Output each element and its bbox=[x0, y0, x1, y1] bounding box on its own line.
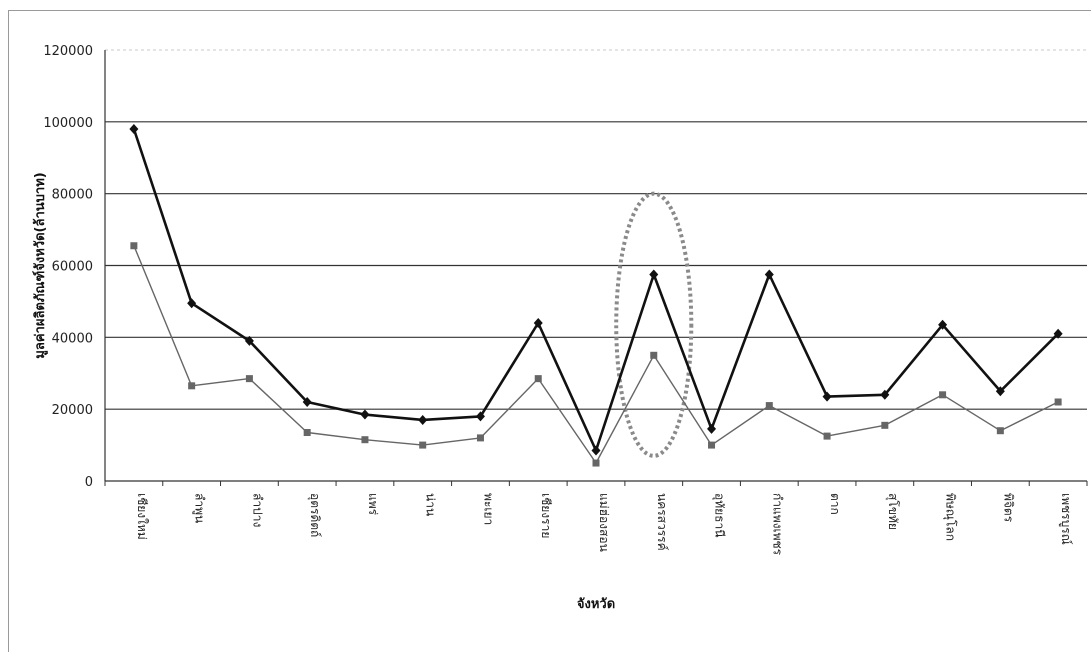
data-point bbox=[881, 421, 889, 429]
series-layer bbox=[129, 124, 1063, 467]
data-point bbox=[303, 429, 311, 437]
x-tick-label: สุโขทัย bbox=[885, 493, 900, 530]
x-tick-label: แพร่ bbox=[366, 493, 380, 516]
x-tick-label: พิษณุโลก bbox=[943, 493, 958, 541]
data-point bbox=[130, 242, 138, 250]
x-tick-label: ตาก bbox=[828, 493, 842, 515]
data-point bbox=[880, 389, 890, 400]
data-point bbox=[707, 423, 717, 434]
data-point bbox=[361, 436, 369, 444]
x-tick-label: กำแพงเพชร bbox=[770, 493, 784, 556]
gridlines bbox=[104, 49, 1088, 486]
highlight-ellipse bbox=[614, 191, 694, 458]
data-point bbox=[360, 409, 370, 420]
x-tick-label: แม่ฮ่องสอน bbox=[597, 493, 611, 552]
y-tick-label: 0 bbox=[85, 475, 93, 490]
y-tick-labels: 0 20000 40000 60000 80000 100000 120000 bbox=[43, 44, 93, 490]
y-tick-label: 20000 bbox=[52, 403, 93, 418]
data-point bbox=[939, 391, 947, 399]
x-tick-label: นครสวรรค์ bbox=[655, 493, 669, 551]
x-tick-label: น่าน bbox=[424, 493, 438, 516]
data-point bbox=[475, 411, 485, 422]
data-point bbox=[649, 269, 659, 280]
data-point bbox=[995, 386, 1005, 397]
x-tick-label: ลำพูน bbox=[192, 493, 207, 523]
x-tick-label: พิจิตร bbox=[1001, 493, 1015, 523]
y-tick-label: 100000 bbox=[43, 116, 93, 131]
x-axis-title: จังหวัด bbox=[577, 597, 615, 612]
series-2 bbox=[130, 242, 1062, 467]
y-tick-label: 120000 bbox=[43, 44, 93, 59]
data-point bbox=[650, 351, 658, 359]
data-point bbox=[476, 434, 484, 442]
data-point bbox=[244, 335, 254, 346]
x-tick-label: พะเยา bbox=[481, 493, 495, 525]
x-tick-label: อุตรดิตถ์ bbox=[307, 493, 322, 537]
y-tick-label: 60000 bbox=[52, 260, 93, 275]
data-point bbox=[302, 396, 312, 407]
y-axis-title: มูลค่าผลิตภัณฑ์จังหวัด(ล้านบาท) bbox=[32, 172, 48, 358]
y-tick-label: 40000 bbox=[52, 331, 93, 346]
data-point bbox=[419, 441, 427, 449]
series-line bbox=[132, 128, 1060, 452]
data-point bbox=[188, 382, 196, 390]
data-point bbox=[708, 441, 716, 449]
data-point bbox=[822, 391, 832, 402]
series-1 bbox=[129, 124, 1063, 456]
x-tick-label: เพชรบูรณ์ bbox=[1058, 493, 1073, 545]
data-point bbox=[1054, 398, 1062, 406]
data-point bbox=[591, 445, 601, 456]
data-point bbox=[129, 124, 139, 135]
x-tick-label: เชียงราย bbox=[539, 493, 553, 538]
y-tick-label: 80000 bbox=[52, 188, 93, 203]
data-point bbox=[245, 375, 253, 383]
data-point bbox=[764, 269, 774, 280]
data-point bbox=[1053, 328, 1063, 339]
data-point bbox=[418, 414, 428, 425]
x-tick-label: ลำปาง bbox=[250, 493, 264, 527]
x-tick-label: เชียงใหม่ bbox=[135, 493, 149, 540]
data-point bbox=[938, 319, 948, 330]
data-point bbox=[533, 317, 543, 328]
data-point bbox=[996, 427, 1004, 435]
data-point bbox=[592, 459, 600, 467]
annotation-layer bbox=[614, 191, 694, 458]
x-tick-labels: เชียงใหม่ ลำพูน ลำปาง อุตรดิตถ์ แพร่ น่าน พะเย… bbox=[135, 493, 1073, 556]
data-point bbox=[187, 298, 197, 309]
data-point bbox=[823, 432, 831, 440]
x-tick-label: อุทัยธานี bbox=[712, 493, 727, 537]
data-point bbox=[534, 375, 542, 383]
data-point bbox=[765, 402, 773, 410]
chart-frame bbox=[8, 10, 1091, 652]
